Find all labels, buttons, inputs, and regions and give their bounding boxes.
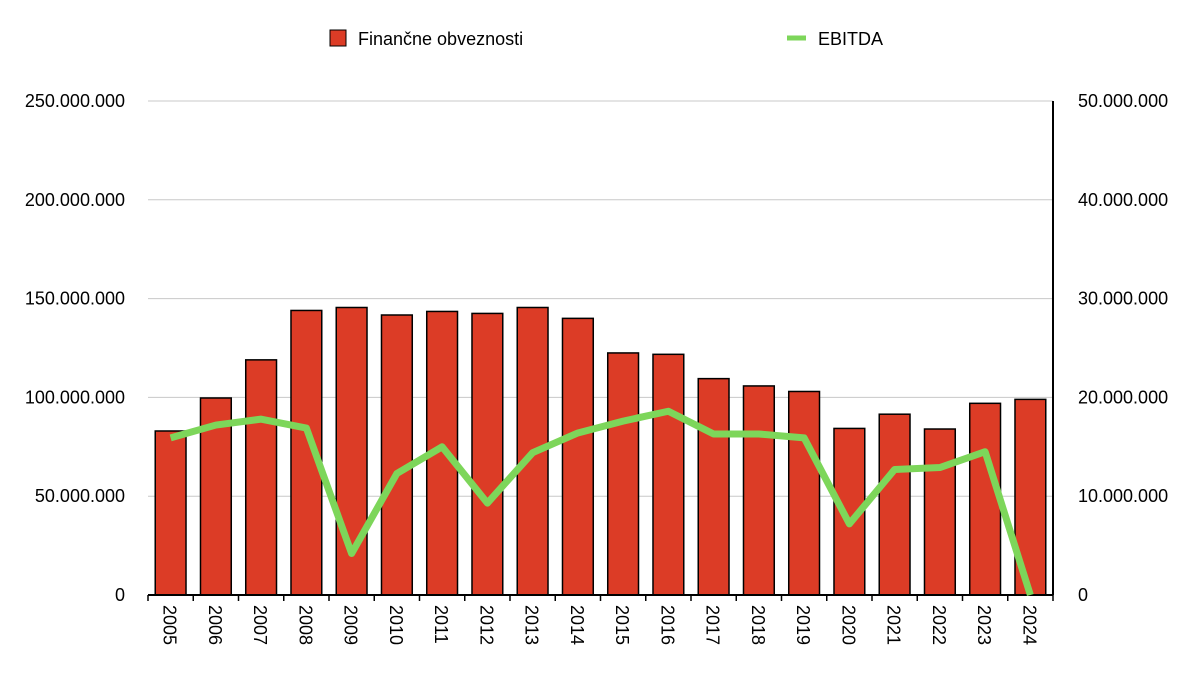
bar-2012: [472, 313, 503, 595]
left-axis-tick-label: 150.000.000: [25, 289, 125, 309]
x-axis-tick-label: 2011: [431, 605, 451, 644]
x-axis-tick-label: 2015: [612, 605, 632, 645]
x-axis-tick-label: 2013: [522, 605, 542, 645]
bar-2022: [924, 429, 955, 595]
x-axis-tick-label: 2024: [1019, 605, 1039, 645]
x-axis-tick-label: 2018: [748, 605, 768, 645]
bar-2005: [155, 431, 186, 595]
bar-2015: [608, 353, 639, 595]
legend: Finančne obveznosti EBITDA: [330, 29, 883, 49]
bar-2010: [381, 315, 412, 595]
x-axis-tick-label: 2008: [295, 605, 315, 645]
x-axis-tick-label: 2005: [160, 605, 180, 645]
bar-2017: [698, 379, 729, 595]
left-axis-tick-label: 100.000.000: [25, 387, 125, 407]
x-axis-tick-label: 2006: [205, 605, 225, 645]
legend-swatch-financne-obveznosti: [330, 30, 346, 46]
left-axis-tick-label: 250.000.000: [25, 91, 125, 111]
bar-2021: [879, 414, 910, 595]
bar-2023: [970, 403, 1001, 595]
right-axis-tick-label: 20.000.000: [1078, 387, 1168, 407]
bar-2019: [789, 391, 820, 595]
bar-series: [155, 307, 1046, 595]
bar-2016: [653, 354, 684, 595]
x-axis-tick-label: 2012: [476, 605, 496, 645]
right-axis-tick-label: 0: [1078, 585, 1088, 605]
x-axis-tick-label: 2016: [657, 605, 677, 645]
bar-2007: [246, 360, 277, 595]
x-axis-tick-label: 2014: [567, 605, 587, 645]
right-axis-tick-label: 10.000.000: [1078, 486, 1168, 506]
x-axis-tick-label: 2009: [341, 605, 361, 645]
left-axis-tick-label: 200.000.000: [25, 190, 125, 210]
left-axis-tick-label: 0: [115, 585, 125, 605]
right-axis-tick-label: 40.000.000: [1078, 190, 1168, 210]
left-axis-tick-label: 50.000.000: [35, 486, 125, 506]
x-axis-tick-label: 2017: [703, 605, 723, 645]
x-axis-tick-label: 2020: [838, 605, 858, 645]
x-axis-tick-label: 2019: [793, 605, 813, 645]
x-axis-tick-label: 2023: [974, 605, 994, 645]
x-axis-tick-label: 2007: [250, 605, 270, 645]
legend-label-ebitda: EBITDA: [818, 29, 883, 49]
bar-2018: [743, 386, 774, 595]
right-axis-tick-label: 30.000.000: [1078, 289, 1168, 309]
right-axis-tick-label: 50.000.000: [1078, 91, 1168, 111]
axes: [148, 101, 1053, 601]
x-axis-tick-label: 2022: [929, 605, 949, 645]
bar-2014: [562, 318, 593, 595]
x-axis-tick-label: 2010: [386, 605, 406, 645]
legend-label-financne-obveznosti: Finančne obveznosti: [358, 29, 523, 49]
x-axis-tick-label: 2021: [884, 605, 904, 645]
gridlines: [148, 101, 1053, 496]
